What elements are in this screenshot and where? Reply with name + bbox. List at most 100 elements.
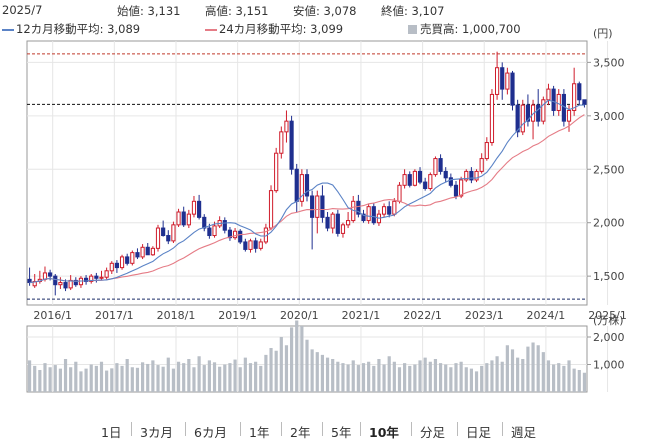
volume-bar [433, 359, 438, 392]
candle-body [171, 224, 176, 242]
volume-bar [377, 359, 381, 392]
candle-body [407, 174, 412, 186]
volume-tick-label: 2,000 [593, 331, 625, 344]
volume-bar [74, 361, 78, 392]
candle-body [474, 170, 479, 181]
candle-body [361, 213, 366, 222]
candle-body [366, 206, 371, 222]
candle-body [505, 72, 510, 90]
period-separator [240, 422, 241, 436]
candle-body [191, 200, 197, 215]
volume-bar [572, 368, 576, 392]
candle-body [500, 67, 505, 90]
volume-bar [516, 357, 520, 392]
volume-bar [238, 367, 242, 392]
candle-body [73, 279, 78, 286]
period-separator [411, 422, 412, 436]
candle-body [572, 83, 577, 111]
period-button-0[interactable]: 1日 [101, 425, 122, 440]
candle-body [114, 262, 120, 269]
high-value: 3,151 [235, 4, 269, 18]
candle-body [166, 235, 171, 242]
ma24-label: 24カ月移動平均: [219, 22, 307, 36]
period-button-2[interactable]: 6カ月 [194, 425, 227, 440]
volume-bar [284, 345, 289, 392]
period-button-9[interactable]: 週足 [511, 425, 537, 440]
volume-bar [577, 370, 581, 392]
volume-bar [367, 361, 371, 392]
candle-body [556, 93, 561, 111]
candle-body [130, 252, 135, 264]
quote-summary: 2025/7 始値: 3,131 高値: 3,151 安値: 3,078 終値:… [0, 0, 659, 40]
period-button-1[interactable]: 3カ月 [140, 425, 173, 440]
candle-body [207, 227, 212, 237]
volume-bar [464, 367, 468, 392]
x-axis-label: 2018/1 [157, 309, 196, 322]
candle-body [248, 240, 253, 250]
period-separator [185, 422, 186, 436]
candle-body [577, 83, 582, 101]
candle-body [448, 177, 453, 186]
candle-body [48, 272, 53, 277]
volume-bar [356, 365, 360, 392]
candle-body [68, 279, 73, 289]
period-button-8[interactable]: 日足 [466, 425, 492, 440]
volume-bar [295, 320, 299, 392]
period-separator [360, 422, 361, 436]
volume-bar [490, 360, 494, 392]
candle-body [541, 99, 546, 122]
candle-body [161, 227, 166, 237]
period-button-7[interactable]: 分足 [420, 425, 446, 440]
volume-bar [536, 345, 540, 392]
volume-bar [428, 361, 432, 392]
volume-bar [207, 360, 211, 392]
period-separator [281, 422, 282, 436]
candle-body [484, 142, 489, 160]
candle-body [42, 272, 48, 280]
volume-bar [94, 365, 98, 392]
period-button-3[interactable]: 1年 [249, 425, 270, 440]
volume-bar [146, 363, 150, 392]
candle-body [140, 246, 145, 258]
volume-bar [187, 359, 191, 392]
price-unit-label: (円) [593, 27, 613, 40]
period-button-5[interactable]: 5年 [331, 425, 352, 440]
high-price: 高値: 3,151 [205, 3, 268, 19]
x-axis-label: 2023/1 [465, 309, 504, 322]
volume-bar [27, 360, 32, 392]
volume-tick-label: 1,000 [593, 359, 625, 372]
volume-bar [305, 339, 309, 392]
candle-body [181, 211, 186, 226]
price-tick-label: 1,500 [593, 270, 625, 283]
volume-bar [182, 363, 186, 392]
legend-ma24: 24カ月移動平均: 3,099 [205, 21, 343, 37]
candle-body [510, 72, 515, 106]
candle-body [58, 282, 63, 286]
candle-body [53, 275, 58, 286]
candle-body [299, 174, 304, 202]
period-button-4[interactable]: 2年 [290, 425, 311, 440]
volume-bar [110, 368, 114, 392]
period-button-6[interactable]: 10年 [369, 425, 399, 440]
candle-body [479, 158, 484, 172]
candle-body [227, 229, 233, 239]
candle-body [109, 262, 114, 272]
volume-bar [212, 362, 217, 392]
volume-bar [423, 357, 427, 392]
volume-bar [63, 359, 68, 392]
candle-body [145, 246, 150, 256]
candle-body [104, 270, 109, 278]
price-tick-label: 2,500 [593, 163, 625, 176]
candle-body [176, 211, 181, 226]
candle-body [387, 206, 392, 215]
ma12-value: 3,089 [107, 22, 141, 36]
volume-bar [269, 348, 273, 392]
candle-body [212, 225, 217, 237]
volume-bar [449, 367, 453, 392]
volume-bar [243, 357, 247, 392]
candle-body [525, 104, 531, 122]
candle-body [304, 174, 310, 197]
low-label: 安値: [293, 4, 320, 18]
candle-body [566, 109, 572, 122]
